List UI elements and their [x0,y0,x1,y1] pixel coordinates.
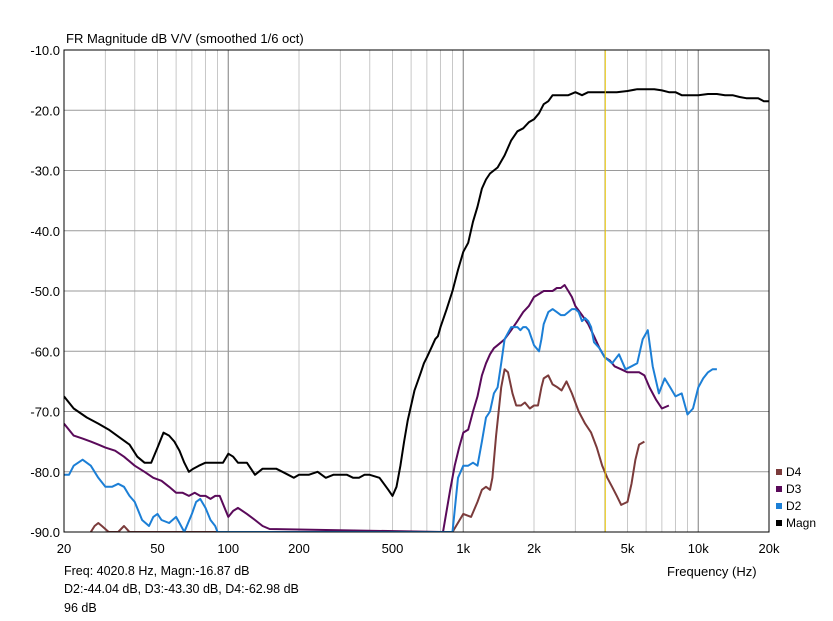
legend-swatch [776,486,782,492]
y-tick-label: -90.0 [30,525,60,540]
chart-title: FR Magnitude dB V/V (smoothed 1/6 oct) [66,31,304,46]
readout-level: 96 dB [64,601,97,615]
y-tick-label: -80.0 [30,465,60,480]
y-tick-label: -50.0 [30,284,60,299]
legend-swatch [776,469,782,475]
legend-label: D2 [786,499,802,513]
readout-frequency: Freq: 4020.8 Hz, Magn:-16.87 dB [64,564,250,578]
series-line-d3 [64,284,670,532]
y-tick-label: -60.0 [30,344,60,359]
legend-item-d3: D3 [776,482,801,496]
series-layer [64,88,769,532]
x-tick-label: 200 [288,541,310,556]
x-tick-label: 1k [456,541,470,556]
legend-item-magn: Magn [776,516,816,530]
y-tick-label: -40.0 [30,224,60,239]
legend-item-d2: D2 [776,499,801,513]
x-tick-label: 100 [217,541,239,556]
legend-swatch [776,503,782,509]
y-tick-label: -70.0 [30,405,60,420]
x-tick-label: 10k [688,541,709,556]
y-tick-label: -10.0 [30,43,60,58]
series-line-magn [64,88,769,497]
x-axis-tick-labels: 20 50 100 200 500 1k 2k 5k 10k 20k [57,541,780,556]
series-line-d4 [89,368,645,532]
major-gridlines [64,49,769,533]
y-axis-tick-labels: -10.0 -20.0 -30.0 -40.0 -50.0 -60.0 -70.0 -80.0… [30,43,60,540]
x-tick-label: 2k [527,541,541,556]
x-tick-label: 500 [382,541,404,556]
x-tick-label: 5k [621,541,635,556]
y-tick-label: -30.0 [30,164,60,179]
x-tick-label: 20k [759,541,780,556]
legend-item-d4: D4 [776,465,801,479]
legend-label: D3 [786,482,802,496]
plot-frame [63,49,770,533]
x-tick-label: 20 [57,541,71,556]
x-tick-label: 50 [150,541,164,556]
readout-distortion: D2:-44.04 dB, D3:-43.30 dB, D4:-62.98 dB [64,582,299,596]
series-line-d2 [64,308,717,532]
legend-label: Magn [786,516,817,530]
x-axis-label: Frequency (Hz) [667,564,757,579]
y-tick-label: -20.0 [30,103,60,118]
legend-label: D4 [786,465,802,479]
legend-swatch [776,520,782,526]
